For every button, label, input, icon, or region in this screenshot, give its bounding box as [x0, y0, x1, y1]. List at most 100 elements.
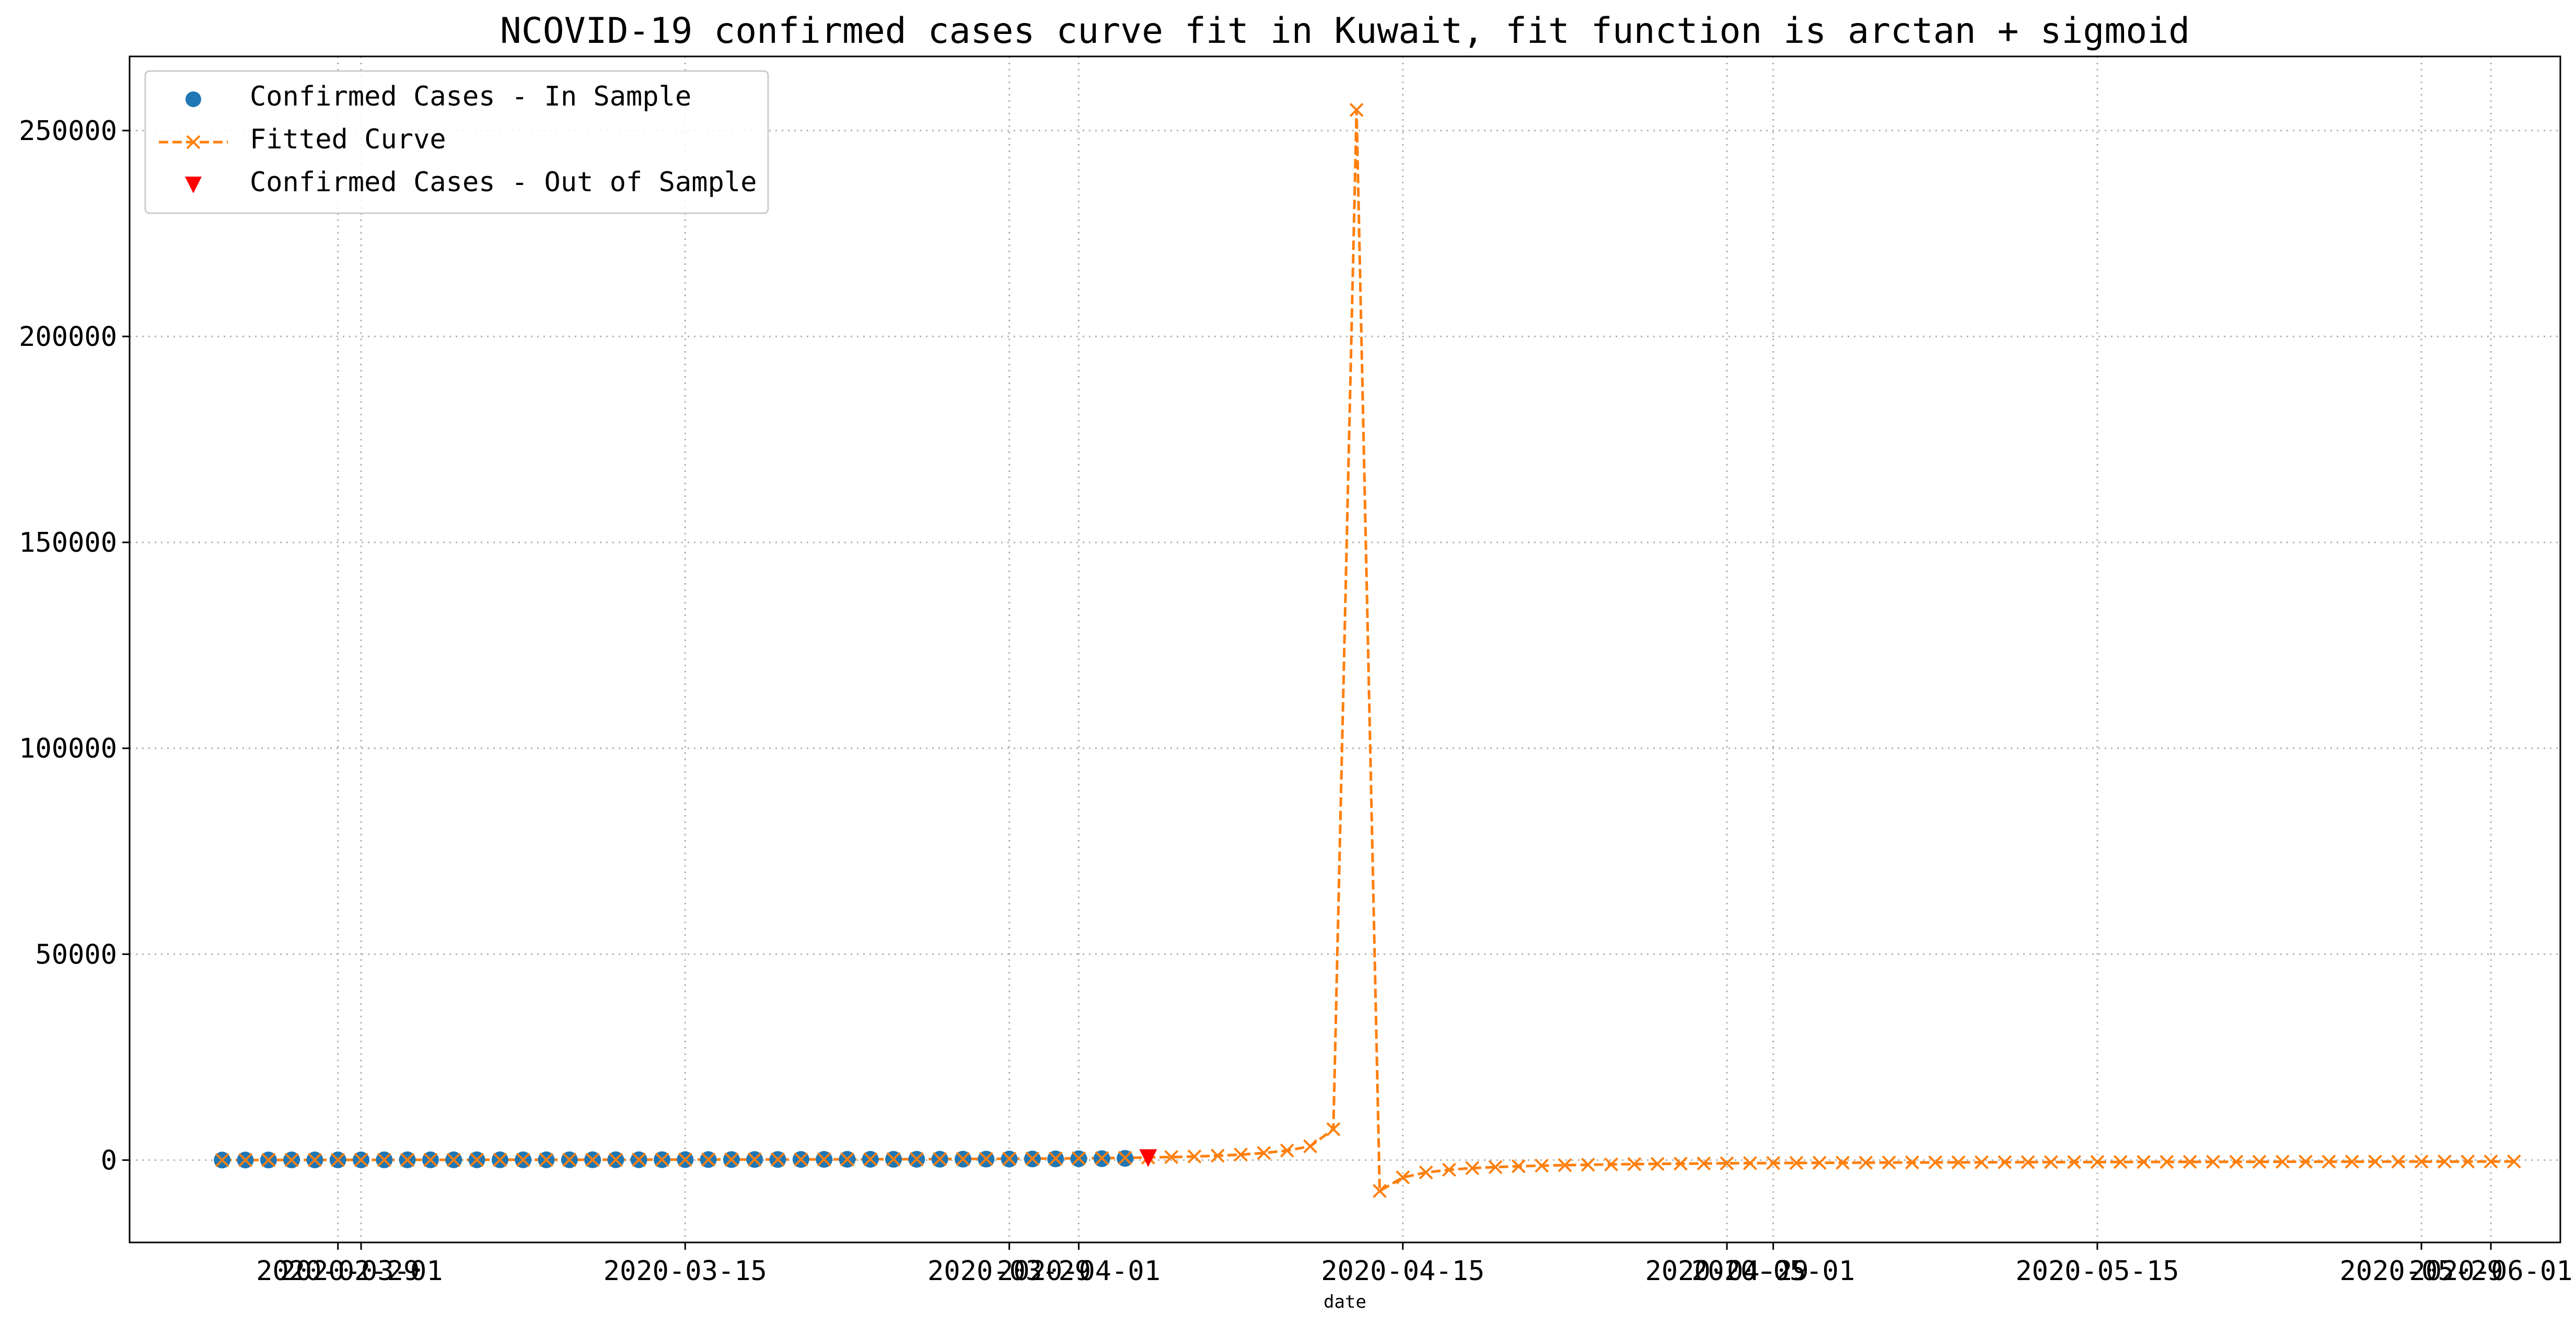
- fitted-curve-marker: [2044, 1155, 2058, 1169]
- fitted-curve-marker: [585, 1153, 600, 1167]
- fitted-curve-marker: [1535, 1158, 1549, 1173]
- fitted-curve-marker: [2160, 1155, 2174, 1169]
- grid-lines: [130, 56, 2560, 1242]
- fitted-curve-marker: [446, 1153, 461, 1167]
- fitted-curve-marker: [308, 1153, 322, 1167]
- fitted-curve-marker: [655, 1153, 669, 1167]
- fitted-curve-marker: [1187, 1149, 1202, 1164]
- fitted-curve-marker: [1349, 103, 1364, 117]
- fitted-curve-marker: [1581, 1157, 1595, 1172]
- fitted-curve-marker: [2113, 1155, 2128, 1169]
- fitted-curve-marker: [562, 1153, 577, 1167]
- x-tick-label: 2020-02-29: [256, 1256, 420, 1287]
- fitted-curve-marker: [2299, 1155, 2313, 1169]
- fitted-curve-marker: [1373, 1184, 1387, 1198]
- fitted-curve-marker: [1303, 1139, 1317, 1154]
- fitted-curve-marker: [2252, 1155, 2267, 1169]
- y-tick-label: 0: [101, 1145, 117, 1176]
- fitted-curve-marker: [909, 1152, 924, 1166]
- fitted-curve-marker: [1257, 1146, 1271, 1160]
- fitted-curve-marker: [1326, 1122, 1341, 1136]
- fitted-curve-marker: [1118, 1150, 1132, 1165]
- fitted-curve-marker: [863, 1152, 878, 1167]
- x-tick-label: 2020-04-01: [997, 1256, 1161, 1287]
- fitted-curve-marker: [933, 1152, 947, 1166]
- fitted-curve-marker: [794, 1152, 808, 1167]
- fitted-curve-marker: [1396, 1170, 1410, 1184]
- fitted-curve-marker: [1095, 1151, 1109, 1165]
- fitted-curve-marker: [331, 1153, 345, 1167]
- fitted-curve-marker: [2368, 1154, 2382, 1169]
- fitted-curve-marker: [1836, 1155, 1850, 1170]
- x-tick-label: 2020-05-01: [1691, 1256, 1855, 1287]
- fitted-curve-marker: [1697, 1156, 1711, 1171]
- fitted-curve-marker: [377, 1153, 391, 1167]
- legend-label: Fitted Curve: [250, 124, 446, 155]
- fitted-curve-marker: [2229, 1155, 2244, 1169]
- fitted-curve-marker: [238, 1153, 252, 1167]
- fitted-curve-marker: [1674, 1156, 1688, 1171]
- fitted-curve-marker: [632, 1153, 646, 1167]
- plot-frame: [129, 55, 2561, 1243]
- fitted-curve-marker: [1488, 1160, 1503, 1175]
- legend-label: Confirmed Cases - In Sample: [250, 81, 691, 112]
- fitted-curve-marker: [1974, 1155, 1989, 1169]
- x-tick-label: 2020-03-29: [927, 1256, 1091, 1287]
- fitted-curve-marker: [1234, 1147, 1248, 1162]
- x-tick-label: 2020-06-01: [2409, 1256, 2573, 1287]
- fitted-curve-marker: [1465, 1161, 1480, 1176]
- axis-ticks: 0 50000 100000 150000 200000 250000 2020-02-29…: [19, 115, 2572, 1287]
- fitted-curve-marker: [1720, 1156, 1734, 1170]
- out-of-sample-point: [1139, 1149, 1157, 1167]
- x-tick-label: 2020-03-01: [280, 1256, 443, 1287]
- fitted-curve-marker: [747, 1152, 762, 1167]
- fitted-curve-marker: [1650, 1157, 1665, 1171]
- fitted-curve-marker: [2461, 1154, 2475, 1169]
- fitted-curve-marker: [423, 1153, 438, 1167]
- fitted-curve-marker: [1419, 1165, 1433, 1180]
- fitted-curve-marker: [1604, 1157, 1618, 1172]
- fitted-curve-marker: [771, 1152, 785, 1167]
- x-tick-label: 2020-04-15: [1321, 1256, 1484, 1287]
- fitted-curve-marker: [261, 1153, 276, 1167]
- fitted-curve-marker: [1951, 1155, 1966, 1170]
- fitted-curve-marker: [1905, 1155, 1919, 1170]
- fitted-curve-marker: [1789, 1156, 1804, 1170]
- fitted-curve-marker: [2322, 1155, 2336, 1169]
- y-tick-label: 200000: [19, 321, 117, 353]
- fitted-curve-marker: [1766, 1156, 1781, 1170]
- fitted-curve-marker: [2183, 1155, 2197, 1169]
- fitted-curve-marker: [2021, 1155, 2035, 1169]
- x-tick-label: 2020-05-29: [2340, 1256, 2503, 1287]
- fitted-curve-marker: [400, 1153, 415, 1167]
- fitted-curve-marker: [817, 1152, 831, 1167]
- chart-title: NCOVID-19 confirmed cases curve fit in K…: [500, 10, 2190, 52]
- legend-out-of-sample-marker: [185, 177, 202, 193]
- fitted-curve-line: [222, 110, 2514, 1193]
- fitted-curve-marker: [516, 1153, 530, 1167]
- fitted-curve-marker: [1558, 1158, 1572, 1172]
- fitted-curve-marker: [1812, 1156, 1827, 1170]
- legend-fitted-marker: [186, 135, 201, 149]
- fitted-curve-marker: [1164, 1150, 1179, 1164]
- x-tick-label: 2020-03-15: [604, 1256, 767, 1287]
- fitted-curve-marker: [1998, 1155, 2012, 1169]
- x-axis-label: date: [1324, 1292, 1366, 1312]
- fitted-curve-marker: [1048, 1151, 1063, 1166]
- x-tick-label: 2020-04-29: [1645, 1256, 1808, 1287]
- legend: Confirmed Cases - In Sample Fitted Curve C…: [144, 70, 769, 214]
- fitted-curve-marker: [608, 1153, 623, 1167]
- fitted-curve-marker: [1627, 1157, 1642, 1171]
- fitted-curve-marker: [1072, 1151, 1086, 1166]
- fitted-curve-marker: [470, 1153, 484, 1167]
- fitted-curve-marker: [1511, 1159, 1526, 1173]
- fitted-curve-marker: [2391, 1154, 2406, 1169]
- y-tick-label: 50000: [35, 939, 117, 970]
- legend-label: Confirmed Cases - Out of Sample: [250, 167, 757, 198]
- fitted-curve-marker: [1928, 1155, 1943, 1170]
- fitted-curve-marker: [2484, 1154, 2498, 1169]
- fitted-curve-marker: [956, 1152, 970, 1166]
- fitted-curve-marker: [2067, 1155, 2082, 1169]
- fitted-curve-marker: [979, 1152, 993, 1166]
- fitted-curve-marker: [1859, 1155, 1873, 1170]
